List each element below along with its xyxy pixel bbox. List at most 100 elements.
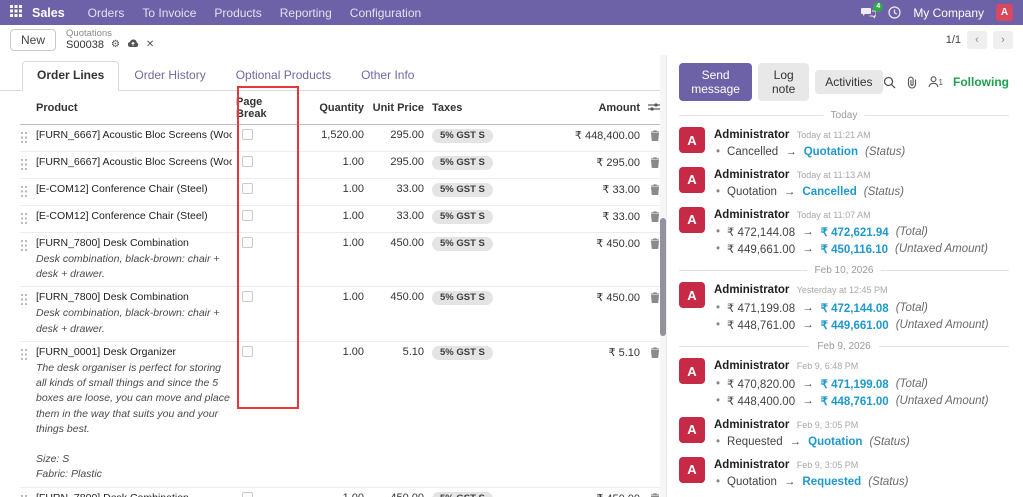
tax-tag[interactable]: 5% GST S bbox=[432, 237, 493, 251]
activities-button[interactable]: Activities bbox=[815, 70, 883, 94]
tax-tag[interactable]: 5% GST S bbox=[432, 491, 493, 497]
table-row[interactable]: [FURN_6667] Acoustic Bloc Screens (Wood)… bbox=[20, 125, 660, 152]
table-row[interactable]: [E-COM12] Conference Chair (Steel) 1.00 … bbox=[20, 179, 660, 206]
avatar[interactable]: A bbox=[679, 127, 705, 153]
page-break-checkbox[interactable] bbox=[242, 156, 253, 167]
page-break-checkbox[interactable] bbox=[242, 183, 253, 194]
avatar[interactable]: A bbox=[679, 416, 705, 443]
tab-order-history[interactable]: Order History bbox=[134, 68, 206, 82]
message-author[interactable]: Administrator bbox=[714, 168, 790, 181]
scrollbar-thumb[interactable] bbox=[660, 218, 666, 336]
product-name[interactable]: [FURN_0001] Desk Organizer bbox=[36, 345, 177, 358]
send-message-button[interactable]: Send message bbox=[679, 63, 753, 101]
menu-orders[interactable]: Orders bbox=[87, 5, 125, 20]
unit-price-cell[interactable]: 450.00 bbox=[390, 291, 424, 304]
quantity-cell[interactable]: 1.00 bbox=[342, 183, 364, 195]
drag-handle-icon[interactable] bbox=[20, 237, 36, 255]
col-amount[interactable]: Amount bbox=[598, 102, 640, 114]
table-row[interactable]: [E-COM12] Conference Chair (Steel) 1.00 … bbox=[20, 206, 660, 233]
product-name[interactable]: [E-COM12] Conference Chair (Steel) bbox=[36, 210, 208, 222]
drag-handle-icon[interactable] bbox=[20, 183, 36, 201]
drag-handle-icon[interactable] bbox=[20, 156, 36, 174]
pager-next-button[interactable]: › bbox=[993, 31, 1013, 49]
gear-icon[interactable]: ⚙ bbox=[110, 39, 120, 51]
tab-other-info[interactable]: Other Info bbox=[361, 68, 415, 82]
col-page-break[interactable]: Page Break bbox=[236, 96, 267, 120]
unit-price-cell[interactable]: 5.10 bbox=[402, 345, 424, 358]
activity-clock-icon[interactable] bbox=[888, 6, 901, 19]
product-name[interactable]: [FURN_7800] Desk Combination bbox=[36, 237, 189, 249]
delete-row-icon[interactable] bbox=[640, 346, 660, 361]
quantity-cell[interactable]: 1.00 bbox=[342, 210, 364, 222]
app-name[interactable]: Sales bbox=[32, 5, 65, 20]
message-author[interactable]: Administrator bbox=[714, 418, 790, 431]
table-row[interactable]: [FURN_0001] Desk Organizer The desk orga… bbox=[20, 342, 660, 488]
page-break-checkbox[interactable] bbox=[242, 210, 253, 221]
col-taxes[interactable]: Taxes bbox=[432, 102, 463, 114]
tab-order-lines[interactable]: Order Lines bbox=[22, 61, 120, 91]
save-cloud-icon[interactable] bbox=[127, 39, 139, 51]
table-row[interactable]: [FURN_7800] Desk Combination Desk combin… bbox=[20, 488, 660, 497]
menu-reporting[interactable]: Reporting bbox=[279, 5, 332, 20]
quantity-cell[interactable]: 1.00 bbox=[294, 492, 364, 497]
product-name[interactable]: [FURN_6667] Acoustic Bloc Screens (Wood) bbox=[36, 129, 232, 141]
col-quantity[interactable]: Quantity bbox=[319, 102, 364, 114]
discard-icon[interactable]: ✕ bbox=[145, 39, 155, 51]
drag-handle-icon[interactable] bbox=[20, 291, 36, 309]
quantity-cell[interactable]: 1.00 bbox=[342, 345, 364, 358]
following-button[interactable]: Following bbox=[953, 75, 1009, 89]
delete-row-icon[interactable] bbox=[640, 129, 660, 144]
new-button[interactable]: New bbox=[10, 29, 57, 51]
tax-tag[interactable]: 5% GST S bbox=[432, 129, 493, 143]
drag-handle-icon[interactable] bbox=[20, 346, 36, 364]
tax-tag[interactable]: 5% GST S bbox=[432, 291, 493, 306]
table-row[interactable]: [FURN_7800] Desk Combination Desk combin… bbox=[20, 233, 660, 288]
unit-price-cell[interactable]: 295.00 bbox=[390, 129, 424, 141]
unit-price-cell[interactable]: 295.00 bbox=[390, 156, 424, 168]
message-author[interactable]: Administrator bbox=[714, 284, 790, 297]
page-break-checkbox[interactable] bbox=[242, 237, 253, 248]
col-unit-price[interactable]: Unit Price bbox=[372, 102, 424, 114]
quantity-cell[interactable]: 1.00 bbox=[342, 156, 364, 168]
table-row[interactable]: [FURN_6667] Acoustic Bloc Screens (Wood)… bbox=[20, 152, 660, 179]
avatar[interactable]: A bbox=[679, 358, 705, 385]
tax-tag[interactable]: 5% GST S bbox=[432, 156, 493, 170]
unit-price-cell[interactable]: 450.00 bbox=[390, 237, 424, 249]
user-avatar[interactable]: A bbox=[996, 4, 1013, 21]
delete-row-icon[interactable] bbox=[640, 183, 660, 198]
tax-tag[interactable]: 5% GST S bbox=[432, 345, 493, 360]
delete-row-icon[interactable] bbox=[640, 156, 660, 171]
tax-tag[interactable]: 5% GST S bbox=[432, 210, 493, 224]
company-switcher[interactable]: My Company bbox=[913, 5, 984, 20]
breadcrumb-parent[interactable]: Quotations bbox=[66, 27, 112, 39]
unit-price-cell[interactable]: 33.00 bbox=[396, 210, 424, 222]
message-author[interactable]: Administrator bbox=[714, 129, 790, 141]
attachments-icon[interactable] bbox=[906, 76, 918, 89]
message-author[interactable]: Administrator bbox=[714, 360, 790, 373]
drag-handle-icon[interactable] bbox=[20, 210, 36, 228]
menu-products[interactable]: Products bbox=[214, 5, 262, 20]
message-author[interactable]: Administrator bbox=[714, 208, 790, 221]
message-author[interactable]: Administrator bbox=[714, 458, 790, 471]
page-break-checkbox[interactable] bbox=[242, 345, 253, 357]
quantity-cell[interactable]: 1,520.00 bbox=[321, 129, 364, 141]
product-name[interactable]: [FURN_7800] Desk Combination bbox=[36, 492, 232, 497]
drag-handle-icon[interactable] bbox=[20, 129, 36, 147]
page-break-checkbox[interactable] bbox=[242, 291, 253, 303]
log-note-button[interactable]: Log note bbox=[758, 63, 810, 101]
unit-price-cell[interactable]: 33.00 bbox=[396, 183, 424, 195]
avatar[interactable]: A bbox=[679, 206, 705, 233]
pager-previous-button[interactable]: ‹ bbox=[967, 31, 987, 49]
optional-columns-icon[interactable] bbox=[640, 101, 660, 115]
quantity-cell[interactable]: 1.00 bbox=[342, 237, 364, 249]
scrollbar-track[interactable] bbox=[660, 55, 666, 497]
avatar[interactable]: A bbox=[679, 456, 705, 483]
unit-price-cell[interactable]: 450.00 bbox=[364, 492, 424, 497]
apps-grid-icon[interactable] bbox=[10, 5, 22, 20]
delete-row-icon[interactable] bbox=[640, 291, 660, 306]
quantity-cell[interactable]: 1.00 bbox=[342, 291, 364, 304]
tax-tag[interactable]: 5% GST S bbox=[432, 183, 493, 197]
search-messages-icon[interactable] bbox=[883, 76, 896, 89]
menu-configuration[interactable]: Configuration bbox=[349, 5, 422, 20]
product-name[interactable]: [E-COM12] Conference Chair (Steel) bbox=[36, 183, 208, 195]
